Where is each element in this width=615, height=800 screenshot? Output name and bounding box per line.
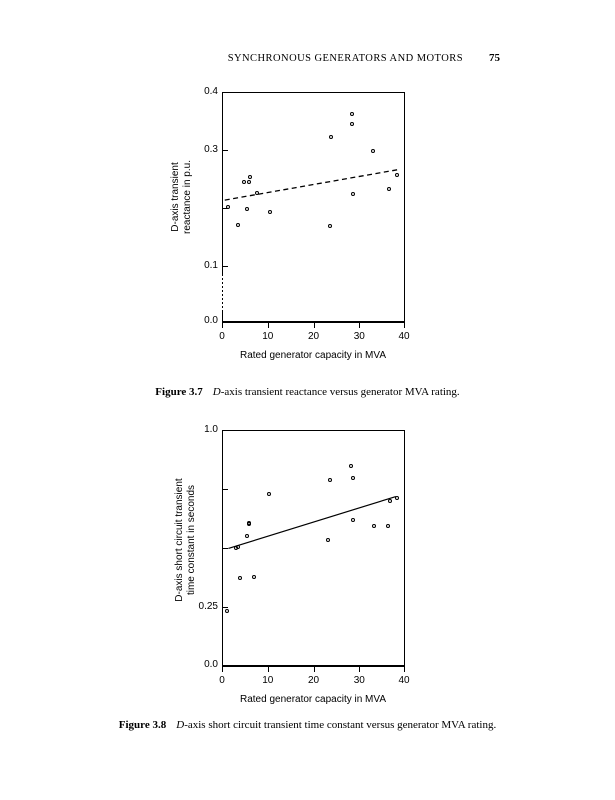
x-tick-label-20: 20 <box>307 675 320 686</box>
x-axis-title: Rated generator capacity in MVA <box>239 694 386 705</box>
chart-fig-3-8: 1.0 0.25 0.0 0 10 20 30 40 Rated generat… <box>174 424 410 705</box>
x-tick-0 <box>222 666 223 672</box>
figure-caption-text: -axis short circuit transient time const… <box>184 719 497 731</box>
data-point <box>327 223 332 228</box>
data-point <box>394 172 399 177</box>
figure-caption-text: -axis transient reactance versus generat… <box>220 386 460 398</box>
x-tick-20 <box>313 322 315 328</box>
data-point <box>351 476 356 481</box>
x-tick-label-10: 10 <box>262 675 274 686</box>
data-point <box>327 477 332 482</box>
data-point <box>246 522 251 527</box>
data-point <box>252 574 257 579</box>
chart-right-spine <box>404 92 405 322</box>
y-tick-0-25 <box>222 607 228 608</box>
data-point <box>371 524 376 529</box>
data-point <box>247 521 252 526</box>
data-point <box>237 576 242 581</box>
data-point <box>349 463 353 468</box>
data-point <box>267 492 272 497</box>
y-tick-0-2 <box>222 208 228 209</box>
data-point <box>248 175 253 180</box>
x-tick-30 <box>359 322 361 328</box>
chart-bottom-spine <box>222 321 405 323</box>
data-point <box>350 517 355 522</box>
data-point <box>235 545 240 550</box>
y-tick-label-0-4: 0.4 <box>204 86 218 97</box>
y-tick-0-5 <box>222 548 228 549</box>
data-point <box>387 498 392 503</box>
running-head: SYNCHRONOUS GENERATORS AND MOTORS 75 <box>0 52 615 68</box>
figure-caption-number: Figure 3.7 <box>155 386 203 398</box>
y-axis-title: D-axis short circuit transient time cons… <box>174 445 198 635</box>
x-tick-label-40: 40 <box>398 331 410 342</box>
data-point <box>349 112 354 117</box>
chart-right-spine <box>404 430 405 666</box>
data-point <box>386 524 391 529</box>
y-tick-0-3 <box>222 150 228 151</box>
y-tick-label-0-1: 0.1 <box>204 260 218 271</box>
figure-caption-3-8: Figure 3.8 D-axis short circuit transient… <box>0 719 615 731</box>
x-tick-label-0: 0 <box>219 331 225 342</box>
y-axis-break <box>222 274 223 310</box>
y-tick-label-0-0: 0.0 <box>204 315 218 326</box>
data-point <box>235 223 240 228</box>
x-tick-label-20: 20 <box>307 331 320 342</box>
data-point <box>246 179 251 184</box>
trend-line-fig-3-8 <box>228 495 397 550</box>
data-point <box>350 122 355 127</box>
x-tick-0 <box>222 322 223 328</box>
data-point <box>267 209 272 214</box>
data-point <box>326 537 331 542</box>
x-tick-40 <box>404 322 405 328</box>
data-point <box>245 533 250 538</box>
figure-caption-italic: D <box>212 386 221 398</box>
data-point <box>254 191 259 196</box>
x-axis-title: Rated generator capacity in MVA <box>239 350 386 361</box>
data-point <box>386 187 391 192</box>
y-tick-0-1 <box>222 266 228 267</box>
page-number: 75 <box>489 52 500 64</box>
chart-bottom-spine <box>222 665 405 667</box>
data-point <box>350 192 355 197</box>
y-tick-label-0-0: 0.0 <box>204 659 218 670</box>
x-tick-10 <box>267 666 269 672</box>
chart-left-spine-lower <box>222 310 223 322</box>
x-tick-label-30: 30 <box>353 331 365 342</box>
chart-left-spine-upper <box>222 92 223 274</box>
y-axis-title-line2: time constant in seconds <box>186 484 197 596</box>
figure-caption-italic: D <box>176 719 185 731</box>
data-point <box>225 205 230 209</box>
chart-top-spine <box>222 92 405 93</box>
y-tick-0-0 <box>222 321 228 322</box>
data-point <box>244 207 249 212</box>
x-tick-30 <box>359 666 361 672</box>
y-tick-0-0 <box>222 665 228 666</box>
x-tick-label-0: 0 <box>219 675 225 686</box>
y-tick-label-1-0: 1.0 <box>204 424 218 435</box>
figure-caption-3-7: Figure 3.7 D-axis transient reactance ver… <box>0 386 615 398</box>
y-tick-0-75 <box>222 489 228 490</box>
y-axis-title-line1: D-axis short circuit transient <box>174 478 185 602</box>
data-point <box>328 134 333 139</box>
data-point <box>225 608 230 613</box>
x-tick-label-10: 10 <box>262 331 274 342</box>
y-tick-label-0-25: 0.25 <box>198 601 218 612</box>
running-head-title: SYNCHRONOUS GENERATORS AND MOTORS <box>227 53 463 64</box>
x-tick-20 <box>313 666 315 672</box>
y-tick-0-4 <box>222 92 228 93</box>
y-tick-1-0 <box>222 430 228 431</box>
data-point <box>241 180 246 185</box>
y-tick-label-0-3: 0.3 <box>204 144 218 155</box>
figure-3-8: 1.0 0.25 0.0 0 10 20 30 40 Rated generat… <box>0 424 615 731</box>
x-tick-10 <box>267 322 269 328</box>
x-tick-label-30: 30 <box>353 675 365 686</box>
x-tick-40 <box>404 666 405 672</box>
x-tick-label-40: 40 <box>398 675 410 686</box>
data-point <box>395 495 400 500</box>
figure-caption-number: Figure 3.8 <box>118 719 167 731</box>
data-point <box>370 149 375 154</box>
chart-top-spine <box>222 430 405 431</box>
